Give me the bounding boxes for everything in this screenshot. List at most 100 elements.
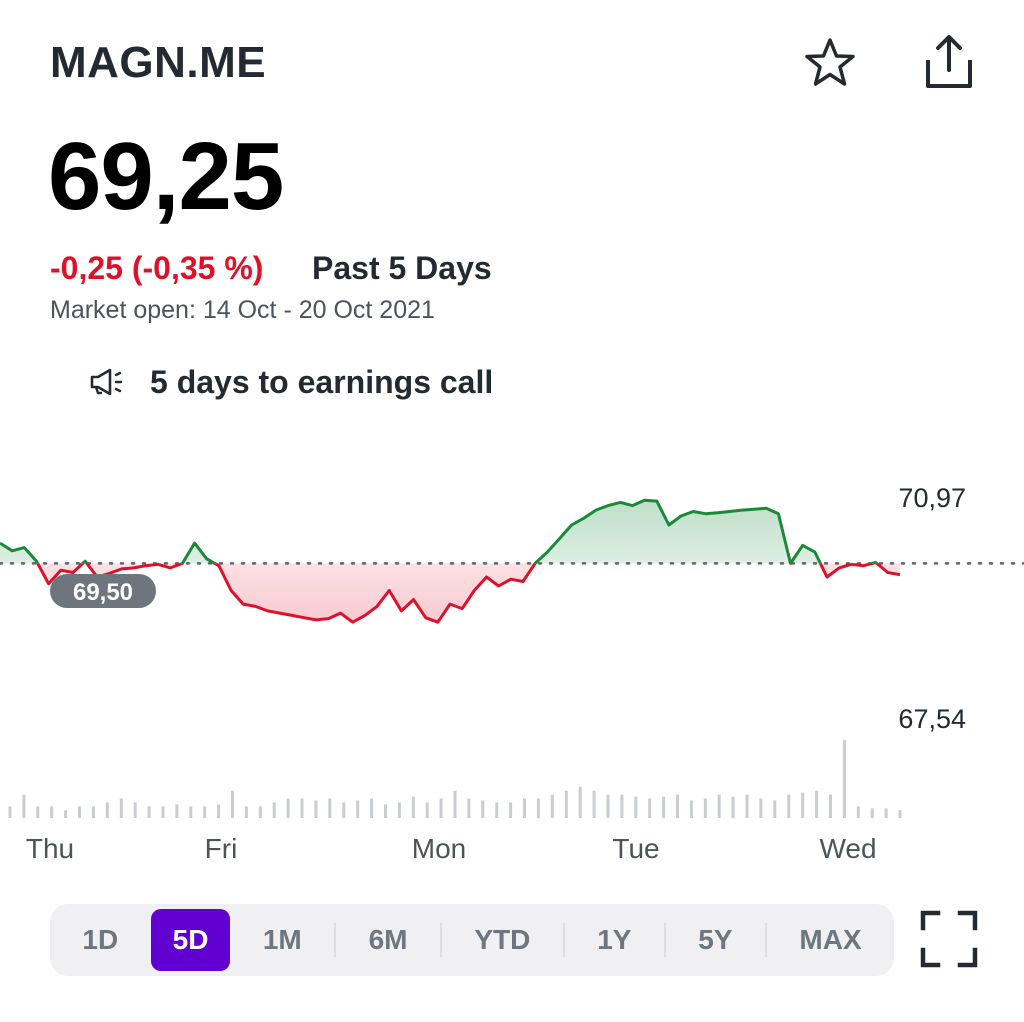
x-label-wed: Wed — [819, 833, 876, 864]
price-chart[interactable]: 69,50 70,97 67,54 Thu Fri Mon Tue Wed — [0, 430, 1024, 870]
volume-bar — [258, 806, 262, 818]
volume-bar — [397, 802, 401, 818]
volume-bar — [870, 808, 874, 819]
volume-bar — [328, 798, 332, 818]
volume-bar — [467, 798, 471, 818]
price-line-below — [35, 563, 901, 624]
share-button[interactable] — [918, 32, 980, 94]
range-5d[interactable]: 5D — [150, 904, 231, 976]
volume-bar — [703, 798, 707, 818]
range-1m[interactable]: 1M — [230, 904, 334, 976]
volume-bar — [495, 802, 499, 818]
area-below-reference — [37, 563, 900, 623]
range-separator — [439, 923, 442, 957]
volume-bar — [439, 798, 443, 818]
volume-bar — [50, 806, 54, 818]
range-separator — [334, 923, 337, 957]
volume-bar — [676, 794, 679, 818]
volume-bar — [550, 794, 554, 818]
volume-bar — [662, 796, 666, 819]
volume-bar — [606, 794, 610, 818]
earnings-text: 5 days to earnings call — [150, 363, 494, 400]
range-1m-label: 1M — [262, 924, 302, 955]
fullscreen-icon — [920, 910, 978, 968]
volume-bar — [620, 794, 624, 818]
volume-bar — [217, 804, 221, 818]
volume-bar — [592, 790, 596, 818]
range-ytd[interactable]: YTD — [442, 904, 563, 976]
volume-bar — [578, 786, 582, 818]
megaphone-icon — [90, 368, 123, 396]
volume-bar — [133, 802, 137, 818]
current-price: 69,25 — [48, 123, 284, 230]
volume-bar — [509, 802, 513, 818]
reference-label: 69,50 — [73, 579, 133, 606]
volume-bar — [759, 798, 763, 818]
volume-bar — [773, 800, 777, 818]
volume-bar — [411, 796, 415, 819]
range-1y[interactable]: 1Y — [565, 904, 664, 976]
reference-badge: 69,50 — [50, 574, 156, 608]
volume-bar — [147, 806, 151, 818]
range-5y-label: 5Y — [698, 924, 733, 955]
volume-bar — [523, 798, 526, 818]
x-label-thu: Thu — [26, 833, 74, 864]
range-max[interactable]: MAX — [767, 904, 894, 976]
volume-bar — [634, 796, 638, 819]
volume-bar — [384, 804, 387, 818]
range-6m-label: 6M — [368, 924, 408, 955]
volume-bar — [481, 800, 485, 818]
range-ytd-label: YTD — [474, 924, 531, 955]
volume-bar — [856, 806, 860, 818]
volume-bar — [91, 806, 95, 818]
x-label-mon: Mon — [412, 833, 466, 864]
volume-bar — [105, 802, 109, 818]
volume-bar — [787, 794, 791, 818]
watchlist-button[interactable] — [800, 34, 860, 94]
volume-bar — [314, 800, 318, 818]
volume-bar — [453, 790, 457, 818]
volume-bar — [64, 810, 68, 818]
volume-bar — [842, 740, 846, 818]
volume-bar — [745, 794, 749, 818]
volume-bar — [717, 794, 721, 818]
volume-bar — [884, 808, 888, 819]
range-separator — [562, 923, 565, 957]
ticker-symbol: MAGN.ME — [50, 38, 267, 87]
volume-bar — [8, 806, 12, 818]
volume-bar — [898, 810, 902, 818]
volume-bar — [689, 800, 693, 818]
volume-bar — [78, 806, 81, 818]
range-selector: 1D 5D 1M 6M YTD 1Y 5Y MAX — [50, 904, 894, 976]
volume-bar — [244, 806, 248, 818]
y-high-label: 70,97 — [898, 483, 966, 513]
volume-bar — [272, 802, 276, 818]
volume-bar — [801, 792, 805, 818]
volume-bar — [22, 794, 26, 818]
share-icon — [926, 35, 972, 88]
fullscreen-button[interactable] — [920, 910, 978, 968]
range-6m[interactable]: 6M — [336, 904, 440, 976]
range-5d-label: 5D — [150, 909, 231, 971]
volume-bar — [189, 806, 193, 818]
volume-bar — [536, 798, 540, 818]
range-1d[interactable]: 1D — [50, 904, 151, 976]
volume-bars — [8, 740, 902, 819]
range-5y[interactable]: 5Y — [666, 904, 765, 976]
range-separator — [663, 923, 666, 957]
price-line-above — [0, 498, 880, 564]
area-above-reference — [0, 500, 900, 564]
volume-bar — [286, 798, 290, 818]
y-low-label: 67,54 — [898, 704, 966, 734]
price-change: -0,25 (-0,35 %) — [50, 250, 264, 286]
market-status: Market open: 14 Oct - 20 Oct 2021 — [50, 296, 435, 324]
volume-bar — [370, 798, 374, 818]
volume-bar — [564, 790, 568, 818]
volume-bar — [829, 794, 832, 818]
volume-bar — [300, 798, 304, 818]
x-label-tue: Tue — [612, 833, 659, 864]
earnings-banner[interactable]: 5 days to earnings call — [88, 362, 493, 402]
range-1d-label: 1D — [82, 924, 119, 955]
volume-bar — [425, 802, 429, 818]
star-outline-icon — [805, 38, 855, 86]
